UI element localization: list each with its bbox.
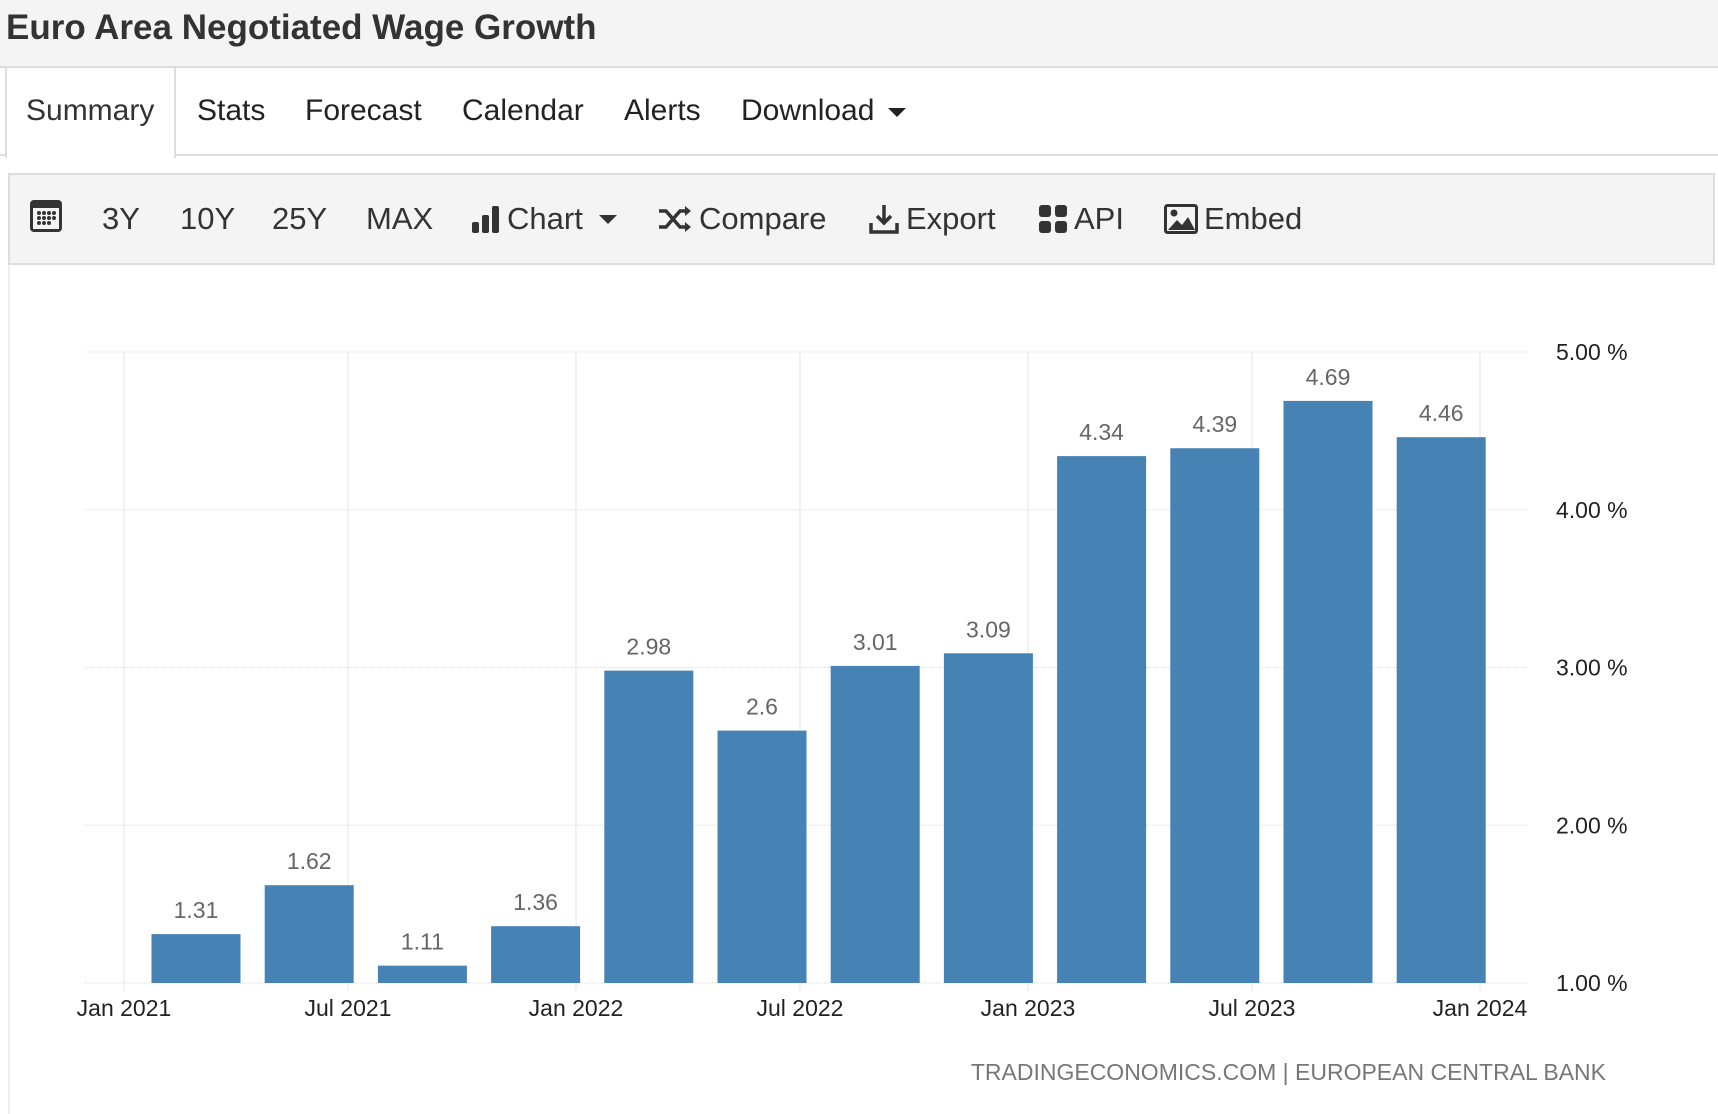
bar[interactable] [151,934,241,983]
export-button[interactable]: Export [868,201,996,237]
tab-stats[interactable]: Stats [197,94,266,127]
grid-icon [1039,205,1067,233]
x-tick-label: Jul 2021 [305,995,392,1021]
download-icon [869,205,899,234]
bar[interactable] [264,885,354,983]
bar[interactable] [1396,437,1486,983]
download-label: Download [741,94,875,127]
tab-forecast[interactable]: Forecast [305,94,422,127]
tab-bar: Summary Stats Forecast Calendar Alerts D… [0,68,1718,158]
tab-calendar[interactable]: Calendar [462,94,584,127]
bar[interactable] [943,653,1033,983]
compare-label: Compare [699,201,827,236]
x-tick-label: Jan 2022 [529,995,624,1021]
tab-summary[interactable]: Summary [26,94,155,127]
data-label: 3.09 [966,616,1011,642]
data-label: 1.62 [287,848,332,874]
shuffle-icon [659,206,691,232]
data-label: 4.34 [1079,419,1124,445]
data-label: 4.39 [1192,411,1237,437]
caret-down-icon [888,107,907,117]
x-tick-label: Jan 2021 [77,995,172,1021]
caret-down-icon [598,214,617,224]
data-label: 4.46 [1419,400,1464,426]
data-label: 1.36 [513,889,558,915]
api-button[interactable]: API [1038,201,1124,237]
bar-chart: 1.31 1.62 1.11 1.36 2.98 2.6 3.01 3.09 4.34 4.39 4… [77,339,1628,1085]
x-tick-label: Jan 2024 [1433,995,1528,1021]
embed-label: Embed [1204,201,1303,236]
data-label: 1.11 [401,929,444,955]
bar[interactable] [830,665,920,983]
x-tick-label: Jul 2022 [757,995,844,1021]
chart-type-button[interactable]: Chart [471,201,617,237]
range-max-button[interactable]: MAX [366,201,434,236]
x-tick-label: Jan 2023 [981,995,1076,1021]
calendar-button[interactable] [29,199,63,233]
chart-toolbar: 3Y 10Y 25Y MAX Chart Compare Export API … [8,173,1715,265]
data-label: 3.01 [853,629,898,655]
bar[interactable] [377,965,467,983]
embed-button[interactable]: Embed [1164,201,1302,237]
y-tick-label: 1.00 % [1556,970,1628,996]
bar[interactable] [1170,448,1260,983]
tab-download[interactable]: Download [741,94,907,128]
compare-button[interactable]: Compare [657,201,827,237]
data-label: 1.31 [174,897,219,923]
y-tick-label: 5.00 % [1556,339,1628,365]
y-tick-label: 4.00 % [1556,497,1628,523]
chart-label: Chart [507,201,583,236]
bar[interactable] [1283,400,1373,984]
y-tick-label: 2.00 % [1556,812,1628,838]
page-title: Euro Area Negotiated Wage Growth [6,8,597,47]
title-bar: Euro Area Negotiated Wage Growth [0,0,1718,68]
export-label: Export [906,201,996,236]
bar[interactable] [1057,456,1147,983]
data-label: 4.69 [1306,364,1351,390]
data-label: 2.6 [746,694,778,720]
active-tab-bg [5,68,176,158]
range-25y-button[interactable]: 25Y [272,201,328,236]
bar[interactable] [491,926,581,983]
x-tick-label: Jul 2023 [1209,995,1296,1021]
calendar-icon [30,200,62,232]
panel-border [8,265,10,1114]
image-icon [1164,204,1198,234]
tab-alerts[interactable]: Alerts [624,94,701,127]
source-credit: TRADINGECONOMICS.COM | EUROPEAN CENTRAL … [971,1059,1607,1085]
range-10y-button[interactable]: 10Y [180,201,236,236]
range-3y-button[interactable]: 3Y [102,201,140,236]
api-label: API [1074,201,1124,236]
data-label: 2.98 [626,634,671,660]
bar[interactable] [604,670,694,983]
bar-chart-icon [472,206,499,233]
bar[interactable] [717,730,807,983]
y-tick-label: 3.00 % [1556,655,1628,681]
